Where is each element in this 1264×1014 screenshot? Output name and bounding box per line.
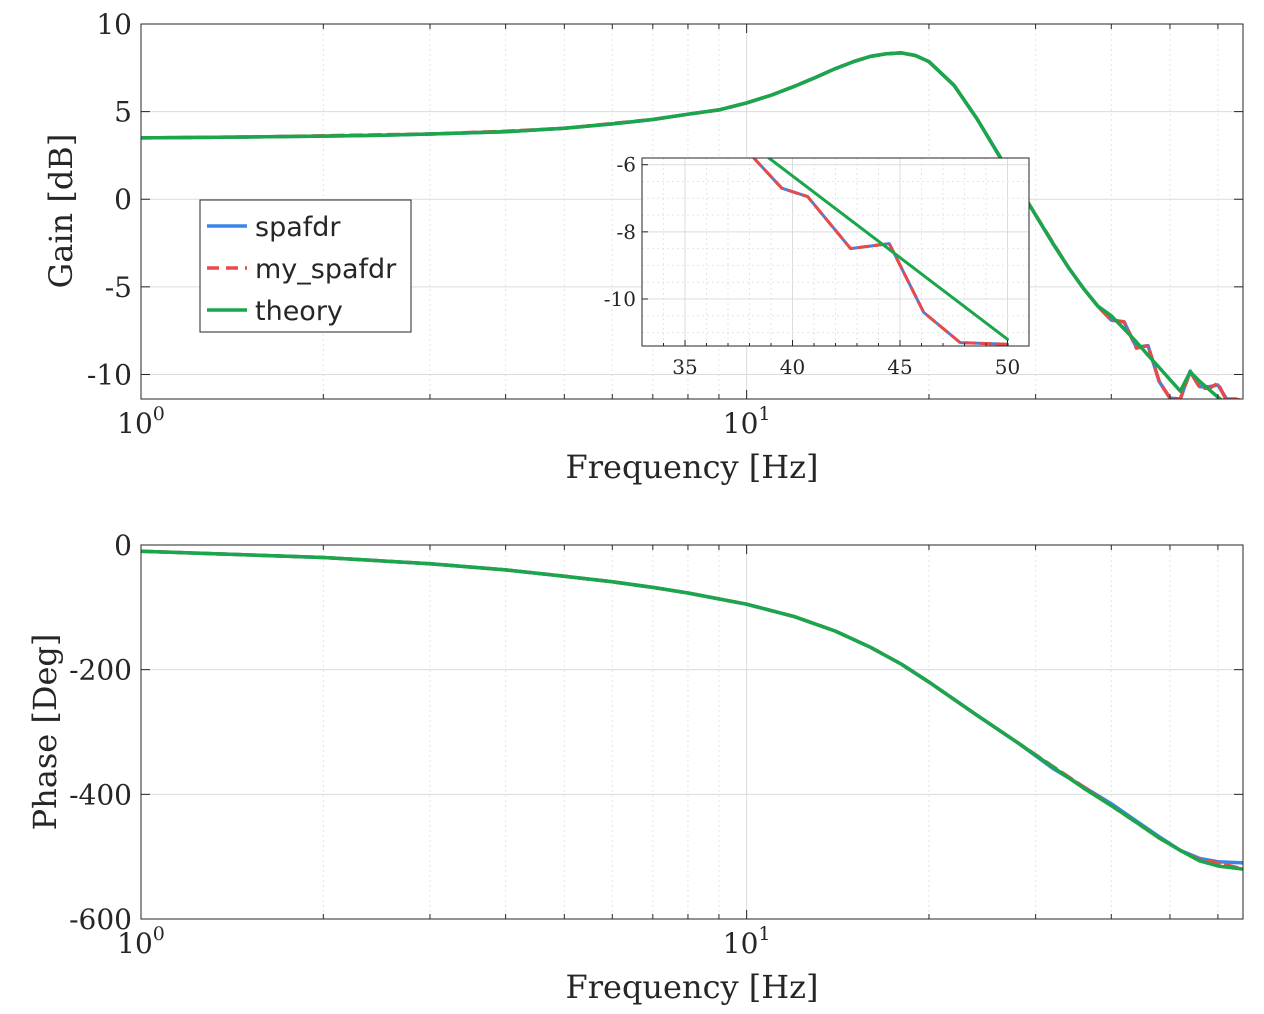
legend: spafdr my_spafdr theory [199, 199, 412, 333]
inset-x-tick-label: 50 [995, 355, 1020, 379]
series-line-theory [141, 549, 1243, 871]
gain-ylabel: Gain [dB] [42, 134, 80, 289]
legend-label-theory: theory [255, 296, 343, 327]
series-line-theory [141, 51, 1223, 399]
y-tick-label: 0 [114, 183, 132, 216]
legend-label-spafdr: spafdr [255, 212, 341, 243]
phase-series-lines [141, 549, 1243, 871]
inset-y-tick-label: -6 [617, 153, 636, 177]
y-tick-label: -5 [105, 271, 132, 304]
inset-grid [641, 158, 1030, 346]
x-tick-label: 101 [723, 923, 771, 960]
inset-ticks: -6 -8 -10 35 40 45 50 [604, 153, 1030, 379]
inset-series-line-theory [767, 158, 1009, 341]
inset-series-line-my-spafdr [752, 158, 1009, 346]
inset-x-tick-label: 35 [672, 355, 697, 379]
y-tick-label: 0 [114, 529, 132, 562]
y-tick-label: -10 [87, 358, 132, 391]
legend-label-my-spafdr: my_spafdr [255, 254, 397, 285]
y-tick-label: 5 [114, 96, 132, 129]
gain-xlabel: Frequency [Hz] [566, 448, 819, 486]
inset-y-tick-label: -10 [604, 287, 636, 311]
x-tick-label: 100 [117, 403, 165, 440]
phase-xlabel: Frequency [Hz] [566, 968, 819, 1006]
x-tick-label: 101 [723, 403, 771, 440]
inset-x-tick-label: 40 [780, 355, 805, 379]
x-tick-label: 100 [117, 923, 165, 960]
y-tick-label: 10 [96, 8, 132, 41]
inset-y-tick-label: -8 [617, 220, 636, 244]
gain-inset-plot: -6 -8 -10 35 40 45 50 [604, 153, 1030, 379]
y-tick-label: -600 [69, 903, 132, 936]
inset-series-lines [752, 158, 1009, 346]
inset-x-tick-label: 45 [887, 355, 912, 379]
phase-ylabel: Phase [Deg] [26, 634, 64, 831]
y-tick-label: -400 [69, 778, 132, 811]
y-tick-label: -200 [69, 654, 132, 687]
